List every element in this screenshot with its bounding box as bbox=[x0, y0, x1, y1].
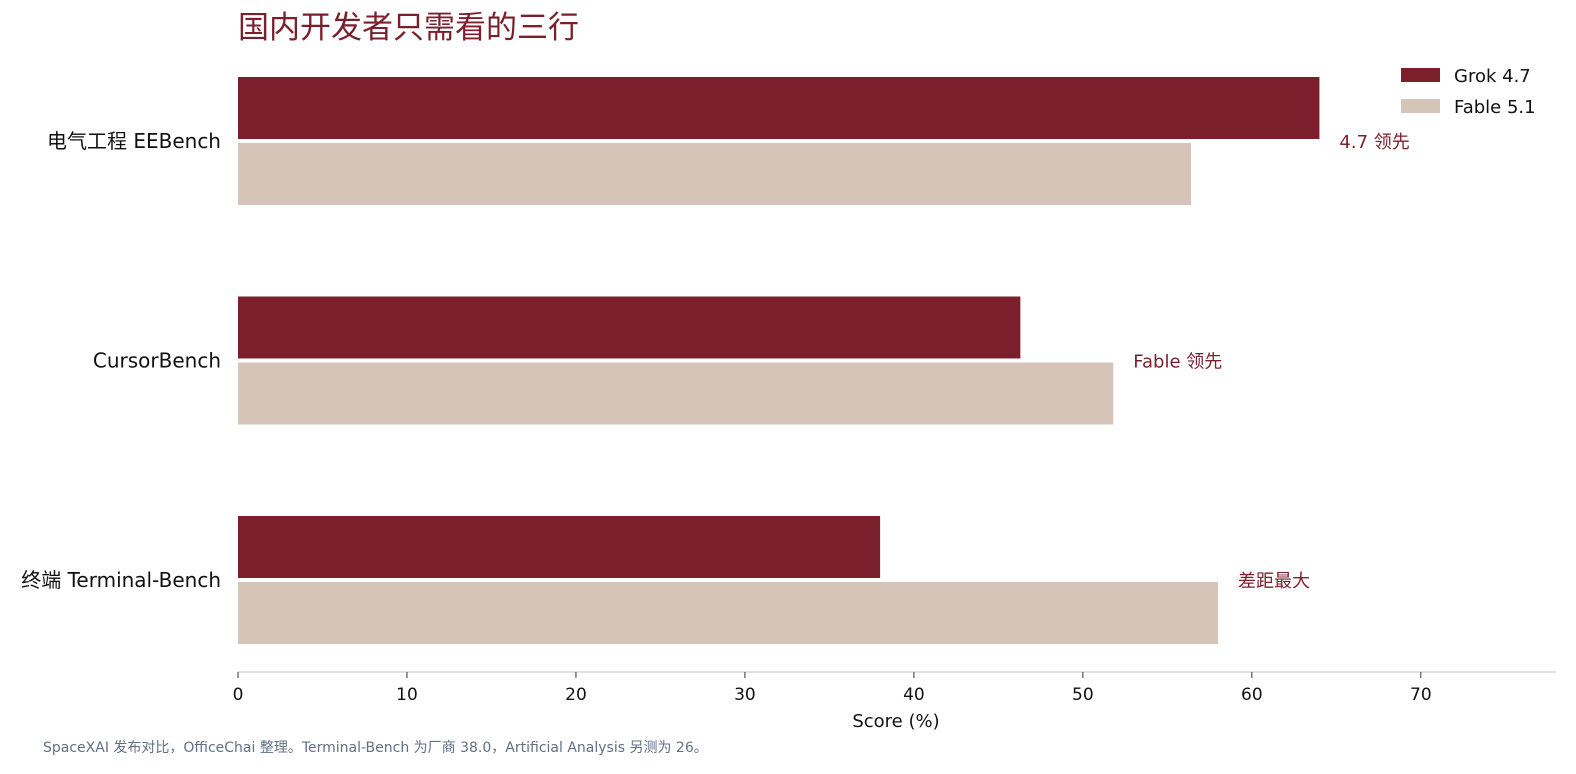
category-labels: 电气工程 EEBench CursorBench 终端 Terminal-Bench bbox=[21, 129, 221, 592]
x-tick-label-6: 60 bbox=[1241, 685, 1263, 705]
bar-fable-0 bbox=[238, 143, 1192, 205]
x-axis-title: Score (%) bbox=[852, 711, 939, 732]
x-tick-label-5: 50 bbox=[1072, 685, 1094, 705]
category-label-2: 终端 Terminal-Bench bbox=[21, 568, 221, 592]
footnote: SpaceXAI 发布对比，OfficeChai 整理。Terminal-Ben… bbox=[43, 740, 708, 756]
bar-fable-1 bbox=[238, 362, 1114, 425]
legend: Grok 4.7 Fable 5.1 bbox=[1401, 66, 1536, 118]
bars-layer bbox=[238, 77, 1320, 644]
legend-label-fable: Fable 5.1 bbox=[1454, 97, 1536, 118]
bar-fable-2 bbox=[238, 582, 1219, 644]
legend-label-grok: Grok 4.7 bbox=[1454, 66, 1531, 87]
x-tick-label-1: 10 bbox=[396, 685, 418, 705]
annotation-0: 4.7 领先 bbox=[1339, 132, 1409, 153]
legend-swatch-fable bbox=[1401, 99, 1440, 113]
x-tick-label-2: 20 bbox=[565, 685, 587, 705]
legend-swatch-grok bbox=[1401, 68, 1440, 82]
bar-grok-0 bbox=[238, 77, 1320, 139]
x-axis-ticks: 0 10 20 30 40 50 60 70 bbox=[233, 672, 1432, 705]
annotation-2: 差距最大 bbox=[1238, 571, 1310, 592]
x-tick-label-0: 0 bbox=[233, 685, 244, 705]
category-label-1: CursorBench bbox=[93, 349, 221, 373]
bar-grok-1 bbox=[238, 296, 1021, 359]
category-label-0: 电气工程 EEBench bbox=[47, 129, 221, 153]
bar-grok-2 bbox=[238, 516, 881, 578]
annotation-1: Fable 领先 bbox=[1133, 352, 1222, 373]
x-tick-label-3: 30 bbox=[734, 685, 756, 705]
chart-title: 国内开发者只需看的三行 bbox=[238, 10, 579, 46]
x-tick-label-7: 70 bbox=[1410, 685, 1432, 705]
x-tick-label-4: 40 bbox=[903, 685, 925, 705]
